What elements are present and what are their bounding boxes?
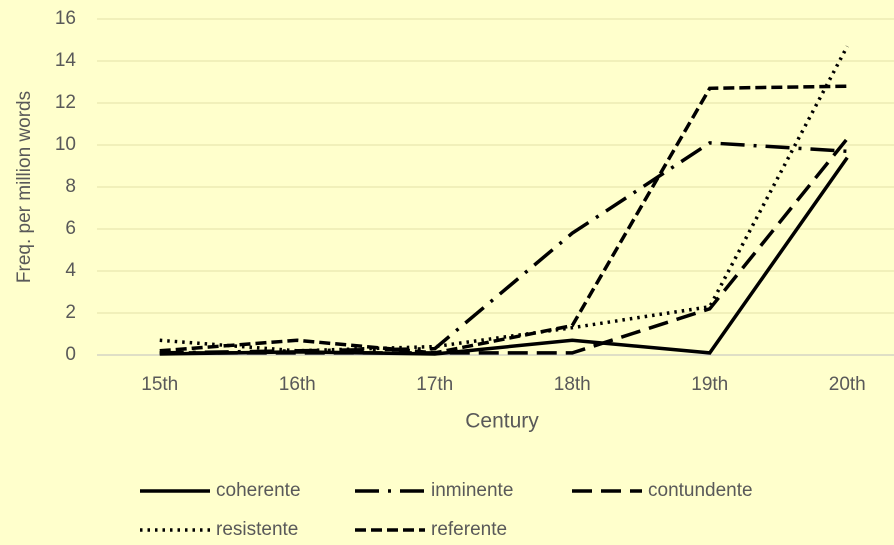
y-tick-label: 14: [55, 50, 77, 71]
x-tick-label: 20th: [829, 374, 866, 395]
line-series: [159, 137, 849, 355]
y-axis-title: Freq. per million words: [14, 91, 35, 283]
x-tick-label: 16th: [279, 374, 316, 395]
y-tick-label: 2: [65, 302, 76, 323]
x-tick-label: 18th: [554, 374, 591, 395]
y-tick-label: 4: [65, 260, 76, 281]
line-series: [159, 141, 848, 355]
legend-label: coherente: [216, 480, 301, 501]
line-series: [159, 45, 849, 353]
legend-label: referente: [431, 519, 507, 540]
y-tick-label: 10: [55, 134, 76, 155]
legend-label: contundente: [648, 480, 753, 501]
line-series: [159, 156, 849, 356]
line-series: [159, 84, 848, 355]
y-tick-label: 6: [65, 218, 76, 239]
x-axis-title: Century: [465, 410, 539, 433]
y-tick-label: 12: [55, 92, 76, 113]
legend-label: inminente: [431, 480, 513, 501]
legend-label: resistente: [216, 519, 298, 540]
y-tick-label: 0: [65, 344, 76, 365]
y-tick-label: 16: [55, 8, 76, 29]
y-tick-label: 8: [65, 176, 76, 197]
x-tick-label: 15th: [141, 374, 178, 395]
x-tick-label: 17th: [416, 374, 453, 395]
x-tick-label: 19th: [691, 374, 728, 395]
